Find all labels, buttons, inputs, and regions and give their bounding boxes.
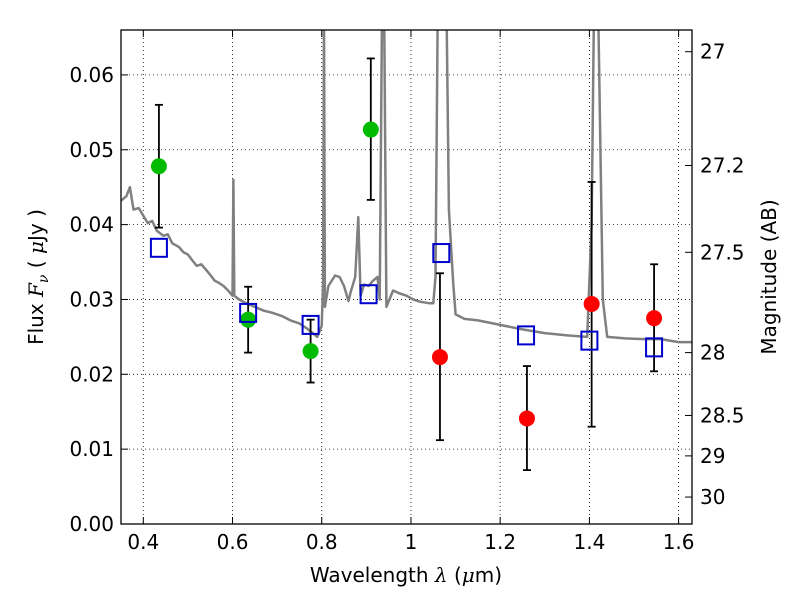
x-tick-label: 0.6 [217, 530, 249, 554]
plot-frame [120, 29, 693, 525]
data-point [646, 310, 663, 327]
data-point [518, 410, 535, 427]
data-point [240, 311, 257, 328]
model-photometry-square [301, 314, 320, 335]
x-tick-label: 1.6 [663, 530, 695, 554]
data-point [362, 121, 379, 138]
y2-tick-label: 27.2 [700, 153, 745, 177]
y2-tick-label: 28 [700, 341, 725, 365]
model-spectrum-line [121, 30, 692, 344]
data-point [583, 295, 600, 312]
y2-tick-label: 27.5 [700, 240, 745, 264]
y-tick-label: 0.02 [69, 362, 114, 386]
x-tick-label: 0.8 [306, 530, 338, 554]
y2-tick-label: 28.5 [700, 403, 745, 427]
model-photometry-square [239, 302, 258, 323]
model-photometry-square [149, 237, 168, 258]
y-tick-label: 0.06 [69, 63, 114, 87]
y-tick-label: 0.04 [69, 213, 114, 237]
y-tick-label: 0.01 [69, 437, 114, 461]
model-photometry-square [580, 330, 599, 351]
y2-tick-label: 30 [700, 485, 725, 509]
data-area [121, 30, 692, 472]
x-tick-label: 0.4 [127, 530, 159, 554]
y2-tick-label: 27 [700, 40, 725, 64]
x-tick-label: 1 [405, 530, 418, 554]
data-point [431, 349, 448, 366]
y2-tick-label: 29 [700, 444, 725, 468]
ticks: 0.4 0.6 0.8 1 1.2 1.4 1.6 0.00 0.01 0.02 0.03 0.04 0… [69, 30, 745, 554]
x-tick-label: 1.4 [573, 530, 605, 554]
model-photometry-square [359, 284, 378, 305]
y-tick-label: 0.03 [69, 287, 114, 311]
y-axis-title: Flux Fν ( μJy ) [24, 209, 52, 345]
model-photometry-square [645, 337, 664, 358]
y2-axis-title: Magnitude (AB) [757, 199, 781, 354]
x-axis-title: Wavelength λ (μm) [310, 563, 502, 587]
data-point [302, 343, 319, 360]
data-point [150, 158, 167, 175]
y-tick-label: 0.00 [69, 512, 114, 536]
x-tick-label: 1.2 [484, 530, 516, 554]
y-tick-label: 0.05 [69, 138, 114, 162]
model-photometry-square [517, 325, 536, 346]
model-photometry-square [432, 243, 451, 264]
